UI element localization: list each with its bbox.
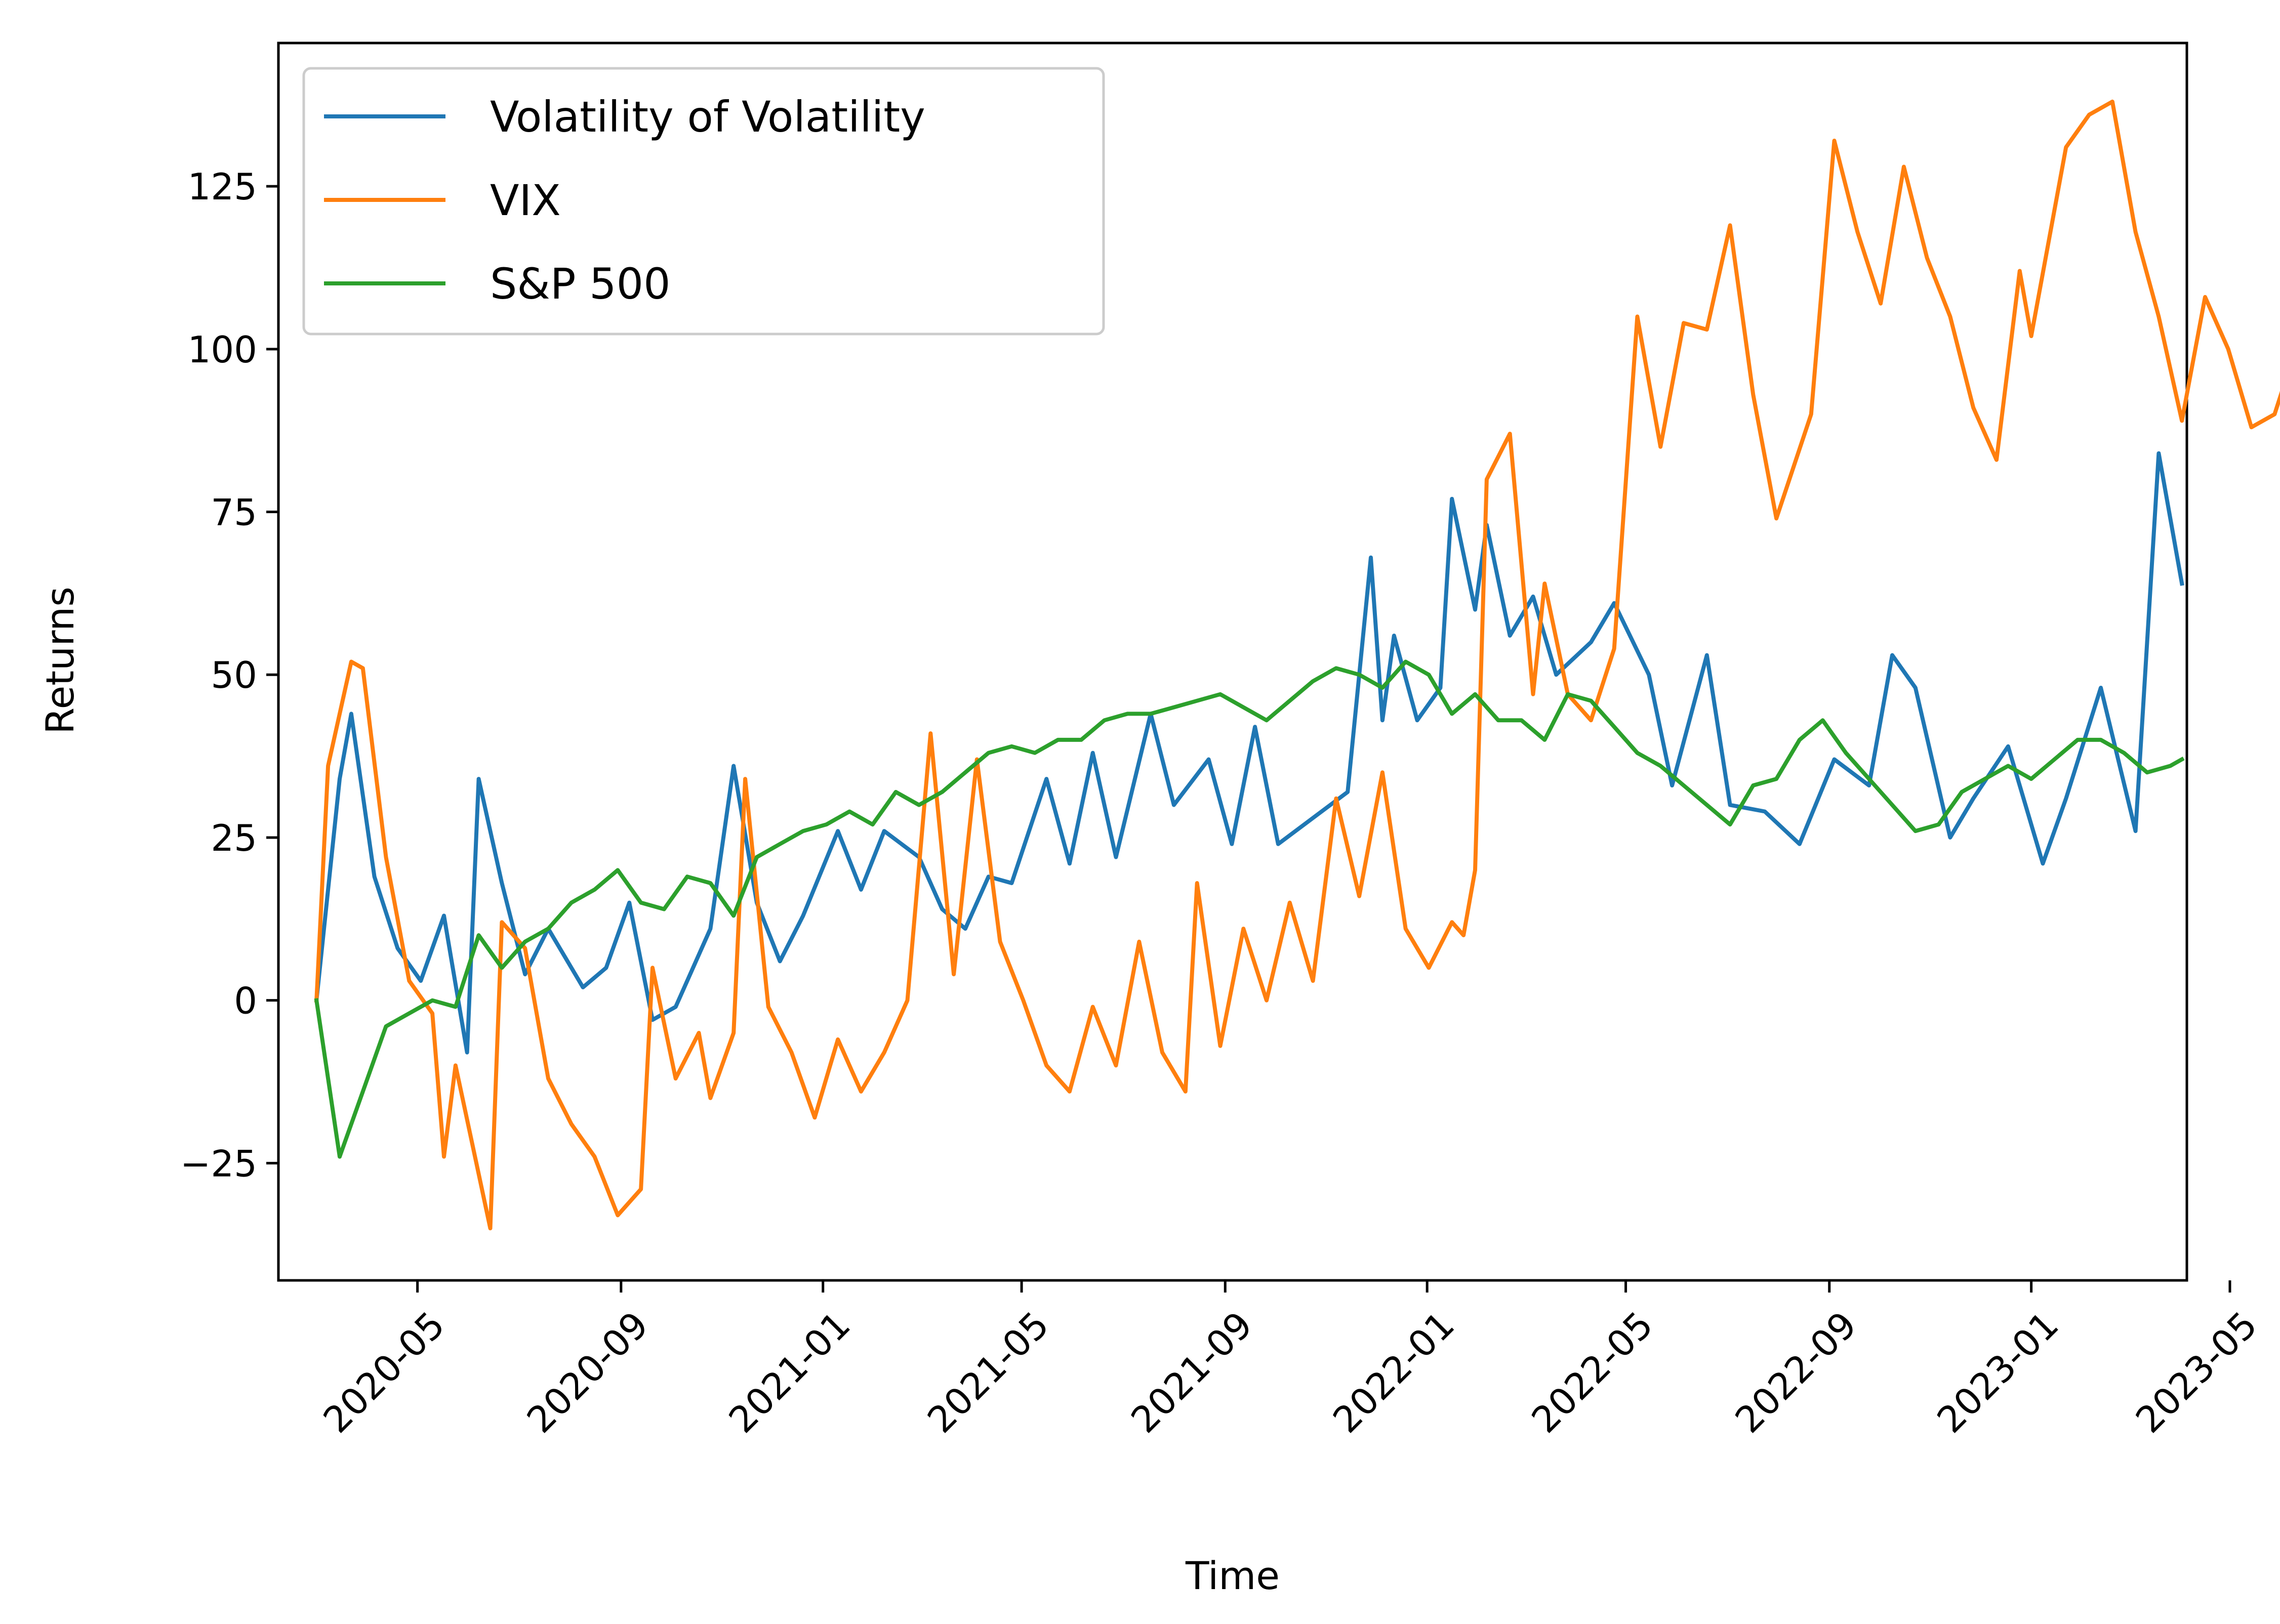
- x-tick-label: 2021-01: [721, 1304, 859, 1441]
- x-tick-label: 2021-05: [919, 1304, 1057, 1441]
- plot-frame: [277, 41, 2188, 1282]
- x-axis-title: Time: [1185, 1553, 1280, 1598]
- y-tick-label: −25: [180, 1142, 257, 1185]
- y-tick-label: 75: [211, 491, 257, 534]
- x-tick-label: 2022-01: [1325, 1304, 1462, 1441]
- legend: Volatility of Volatility VIX S&P 500: [302, 67, 1105, 336]
- x-axis: 2020-05 2020-09 2021-01 2021-05 2021-09 2022-…: [315, 1280, 2265, 1441]
- series-lines: [314, 99, 2280, 1231]
- x-tick-label: 2020-05: [315, 1304, 453, 1441]
- x-tick-label: 2020-09: [519, 1304, 657, 1441]
- x-tick-label: 2021-09: [1123, 1304, 1260, 1441]
- x-tick-label: 2023-05: [2128, 1304, 2265, 1441]
- y-tick-label: 25: [211, 817, 257, 859]
- series-line-3: [314, 659, 2185, 1159]
- y-axis: −25 0 25 50 75 100 125: [180, 165, 278, 1185]
- y-tick-label: 125: [188, 165, 257, 208]
- y-tick-label: 50: [211, 654, 257, 696]
- legend-label-3: S&P 500: [490, 259, 671, 309]
- x-tick-label: 2022-05: [1523, 1304, 1661, 1441]
- series-line-2: [314, 99, 2280, 1231]
- y-tick-label: 100: [188, 328, 257, 371]
- legend-label-1: Volatility of Volatility: [490, 92, 925, 142]
- legend-label-2: VIX: [490, 176, 561, 225]
- y-tick-label: 0: [234, 980, 257, 1022]
- legend-box: [302, 67, 1105, 336]
- y-axis-title: Returns: [37, 587, 83, 734]
- series-line-1: [314, 451, 2184, 1055]
- x-tick-label: 2022-09: [1727, 1304, 1865, 1441]
- x-tick-label: 2023-01: [1929, 1304, 2066, 1441]
